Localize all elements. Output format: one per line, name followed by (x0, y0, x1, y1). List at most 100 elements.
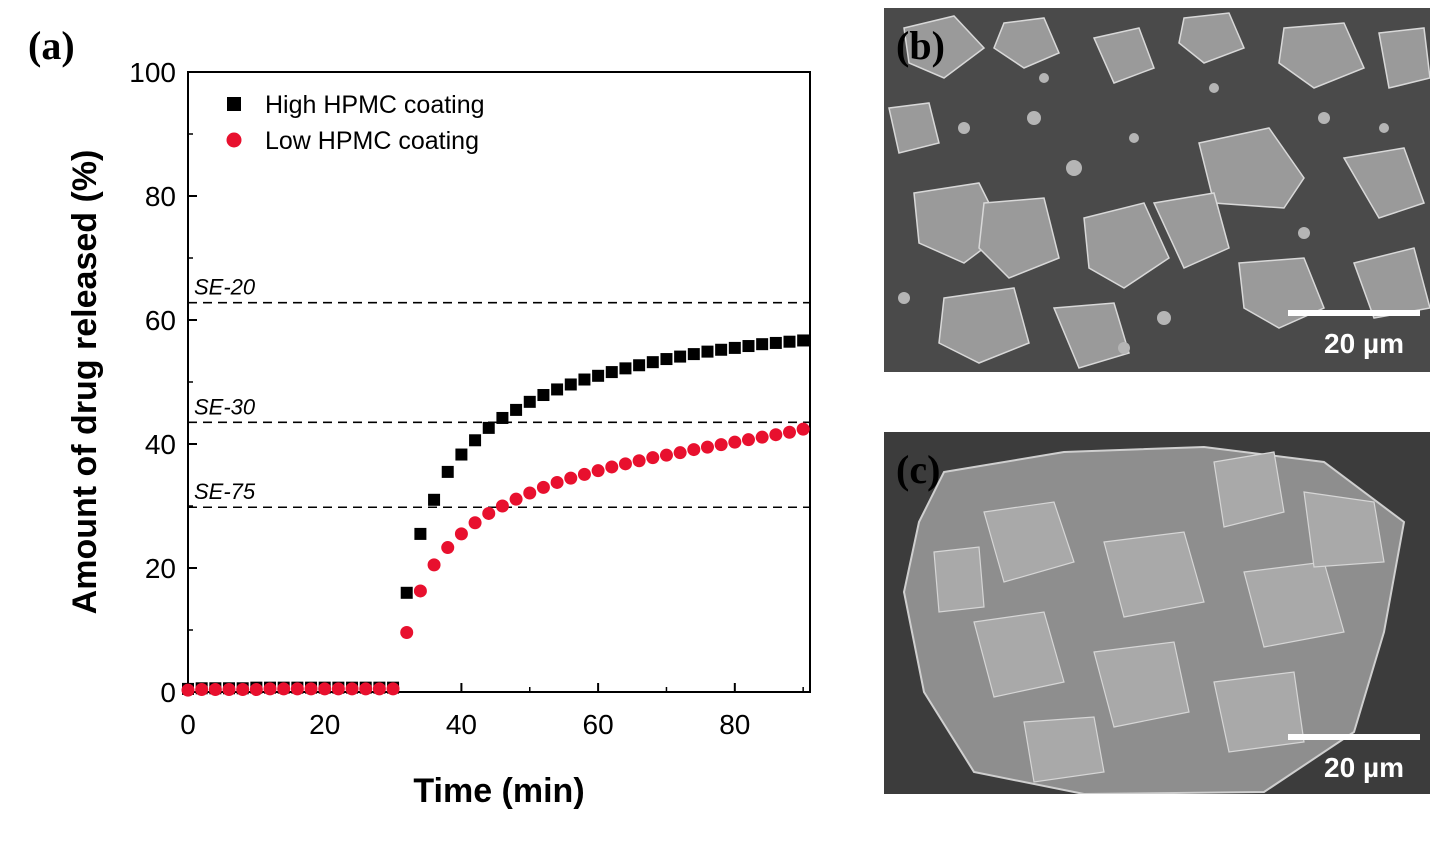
data-point-high-hpmc (414, 527, 427, 540)
drug-release-chart: SE-20 SE-30 SE-75 0 20 40 60 80 0 20 40 60 80 100 Hi… (66, 57, 811, 810)
data-point-low-hpmc (413, 584, 427, 598)
data-point-high-hpmc (797, 334, 810, 347)
data-point-high-hpmc (510, 403, 523, 416)
data-point-low-hpmc (769, 428, 783, 442)
data-point-low-hpmc (345, 682, 359, 696)
data-point-high-hpmc (728, 341, 741, 354)
data-point-low-hpmc (782, 425, 796, 439)
data-point-high-hpmc (592, 369, 605, 382)
data-point-high-hpmc (441, 465, 454, 478)
data-point-low-hpmc (386, 682, 400, 696)
data-point-high-hpmc (769, 336, 782, 349)
data-point-low-hpmc (523, 486, 537, 500)
data-point-high-hpmc (482, 421, 495, 434)
data-point-low-hpmc (290, 682, 304, 696)
axes-layer: 0 20 40 60 80 0 20 40 60 80 100 (129, 57, 811, 740)
data-point-high-hpmc (496, 411, 509, 424)
data-point-high-hpmc (469, 434, 482, 447)
data-point-low-hpmc (741, 433, 755, 447)
data-point-low-hpmc (359, 682, 373, 696)
data-point-high-hpmc (660, 353, 673, 366)
data-point-low-hpmc (687, 443, 701, 457)
data-point-low-hpmc (468, 516, 482, 530)
data-point-low-hpmc (536, 480, 550, 494)
data-point-low-hpmc (304, 682, 318, 696)
data-point-low-hpmc (427, 558, 441, 572)
data-point-high-hpmc (756, 338, 769, 351)
data-point-high-hpmc (783, 335, 796, 348)
data-marks-layer (181, 334, 810, 697)
data-point-high-hpmc (742, 340, 755, 353)
data-point-low-hpmc (564, 471, 578, 485)
data-point-low-hpmc (263, 682, 277, 696)
data-point-low-hpmc (318, 682, 332, 696)
data-point-high-hpmc (687, 348, 700, 361)
data-point-low-hpmc (509, 492, 523, 506)
data-point-low-hpmc (605, 460, 619, 474)
data-point-high-hpmc (715, 343, 728, 356)
data-point-low-hpmc (495, 499, 509, 513)
panel-label-c: (c) (896, 447, 941, 492)
data-point-low-hpmc (796, 422, 810, 436)
data-point-low-hpmc (454, 527, 468, 541)
data-point-low-hpmc (673, 446, 687, 460)
data-point-low-hpmc (591, 464, 605, 478)
data-point-high-hpmc (674, 350, 687, 363)
data-point-high-hpmc (633, 359, 646, 372)
data-point-high-hpmc (428, 493, 441, 506)
data-point-high-hpmc (578, 373, 591, 386)
legend-marker-high-hpmc (227, 97, 241, 111)
sem-micrograph-particles (884, 8, 1430, 372)
scale-bar-b (1288, 310, 1420, 316)
data-point-low-hpmc (222, 683, 236, 697)
panel-label-b: (b) (896, 23, 945, 68)
data-point-low-hpmc (277, 682, 291, 696)
data-point-low-hpmc (632, 454, 646, 468)
plot-frame (187, 71, 811, 693)
data-point-high-hpmc (400, 586, 413, 599)
data-point-low-hpmc (195, 683, 209, 697)
legend: High HPMC coating Low HPMC coating (226, 91, 485, 155)
x-tick-label: 80 (719, 709, 750, 740)
sem-image-b: (b) 20 µm (884, 8, 1430, 372)
reference-line-label: SE-20 (194, 275, 256, 300)
data-point-low-hpmc (700, 440, 714, 454)
data-point-high-hpmc (605, 366, 618, 379)
data-point-low-hpmc (577, 467, 591, 481)
data-point-high-hpmc (523, 395, 536, 408)
data-point-high-hpmc (564, 378, 577, 391)
data-point-high-hpmc (646, 356, 659, 369)
data-point-high-hpmc (701, 345, 714, 358)
data-point-low-hpmc (659, 448, 673, 462)
data-point-low-hpmc (728, 435, 742, 449)
reference-line-label: SE-30 (194, 394, 256, 419)
scale-bar-c (1288, 734, 1420, 740)
x-axis-title: Time (min) (413, 772, 584, 810)
y-tick-label: 100 (129, 57, 176, 88)
data-point-low-hpmc (646, 451, 660, 465)
y-axis-title: Amount of drug released (%) (66, 150, 104, 615)
data-point-high-hpmc (551, 383, 564, 396)
legend-label-low-hpmc: Low HPMC coating (265, 127, 479, 155)
data-point-low-hpmc (181, 683, 195, 697)
data-point-low-hpmc (249, 683, 263, 697)
data-point-low-hpmc (236, 683, 250, 697)
reference-lines-layer: SE-20 SE-30 SE-75 (188, 275, 810, 509)
y-tick-label: 80 (145, 181, 176, 212)
reference-line-label: SE-75 (194, 479, 256, 504)
data-point-low-hpmc (400, 625, 414, 639)
panel-label-a: (a) (28, 23, 75, 68)
y-tick-label: 20 (145, 553, 176, 584)
scale-bar-label-c: 20 µm (1324, 752, 1404, 783)
x-tick-label: 20 (309, 709, 340, 740)
data-point-low-hpmc (482, 506, 496, 520)
legend-label-high-hpmc: High HPMC coating (265, 91, 485, 119)
legend-marker-low-hpmc (226, 132, 242, 148)
data-point-low-hpmc (331, 682, 345, 696)
data-point-high-hpmc (537, 389, 550, 402)
data-point-low-hpmc (372, 682, 386, 696)
x-tick-label: 60 (583, 709, 614, 740)
sem-image-c: (c) 20 µm (884, 432, 1430, 794)
data-point-high-hpmc (455, 448, 468, 461)
y-tick-label: 40 (145, 429, 176, 460)
